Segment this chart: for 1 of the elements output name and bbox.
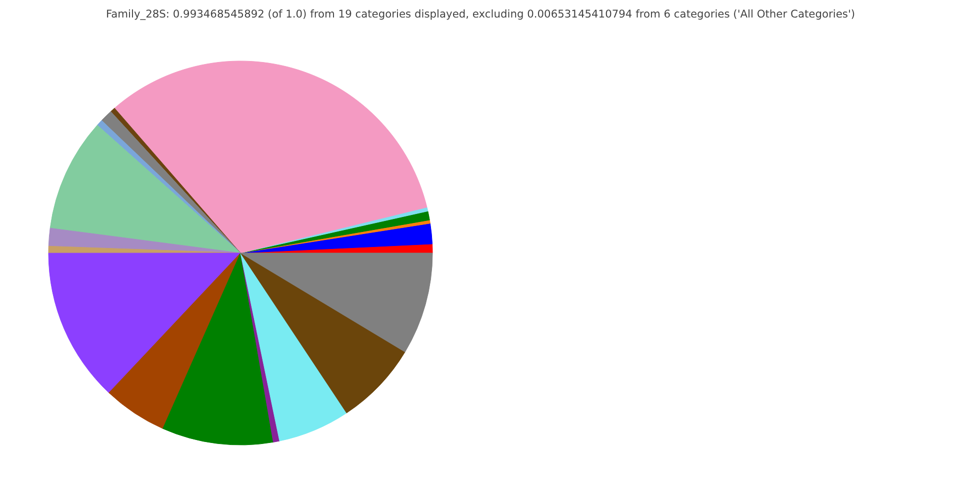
text: Family_28S: 0.993468545892 (of 1.0) from 19 categories displayed, excluding 0.00653145410794 from 6 categories ('All Other Categories') [106,8,856,20]
